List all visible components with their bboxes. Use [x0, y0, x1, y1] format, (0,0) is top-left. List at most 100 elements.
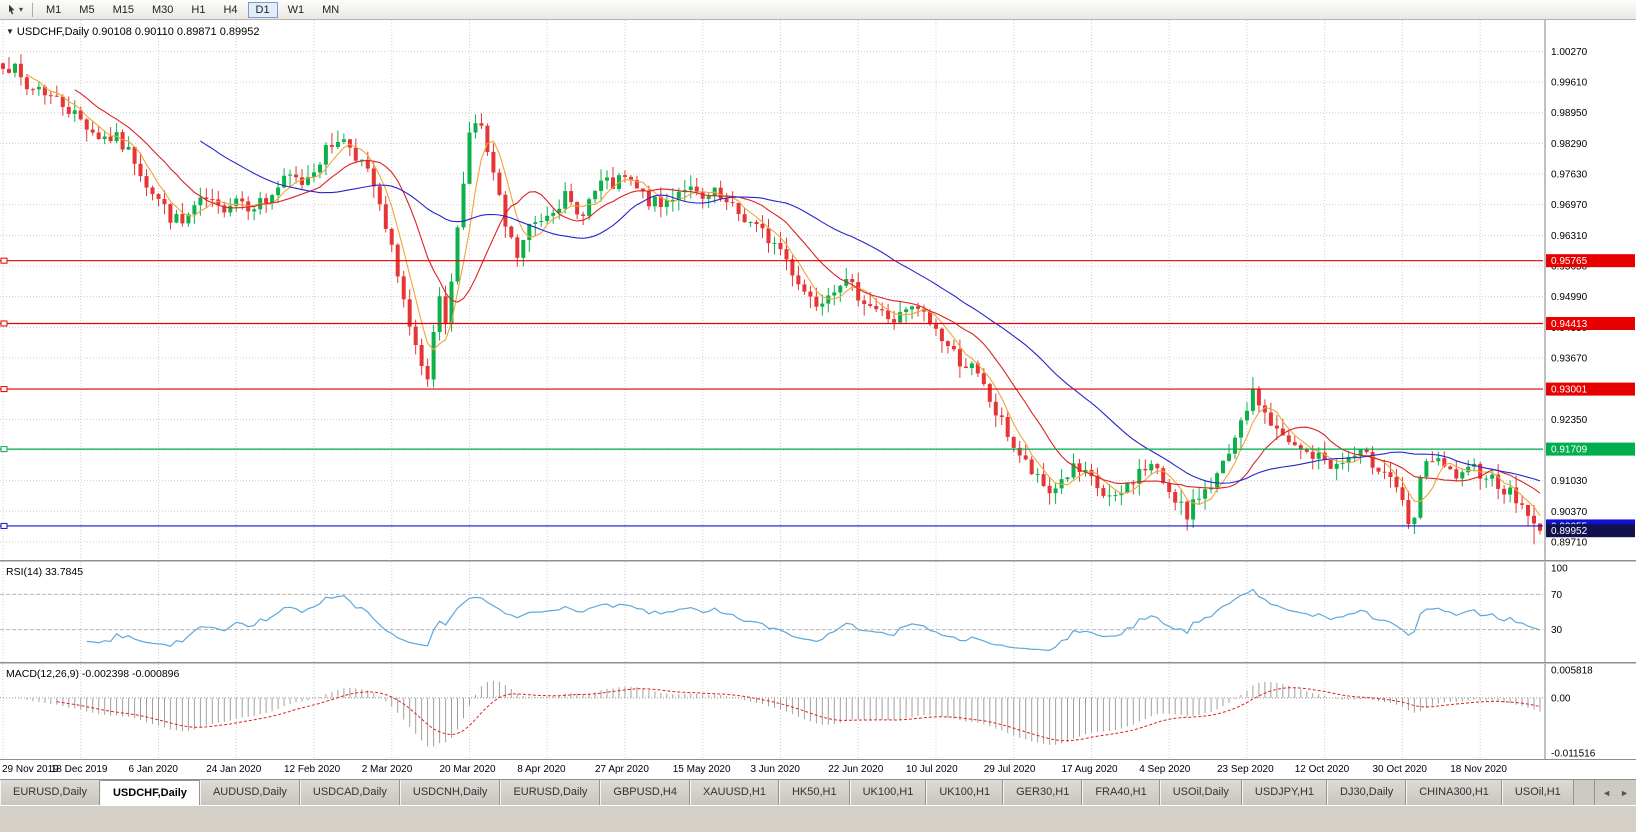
chart-tab-uk100-h1[interactable]: UK100,H1: [849, 780, 927, 805]
chart-tab-usoil-daily[interactable]: USOil,Daily: [1159, 780, 1242, 805]
svg-text:0.95765: 0.95765: [1551, 256, 1588, 267]
svg-text:0.98950: 0.98950: [1551, 108, 1588, 119]
svg-text:0.89952: 0.89952: [1551, 526, 1588, 537]
toolbar-separator: [32, 2, 34, 17]
price-chart[interactable]: 1.00270 0.99610 0.98950 0.98290 0.97630 0.969…: [0, 20, 1636, 560]
rsi-panel[interactable]: 100 70 30: [0, 562, 1636, 662]
rsi-label: RSI(14) 33.7845: [6, 566, 84, 578]
ma-line-slow: [200, 140, 1541, 484]
svg-text:0.89710: 0.89710: [1551, 537, 1588, 548]
svg-text:0.96970: 0.96970: [1551, 200, 1588, 211]
svg-text:0.96310: 0.96310: [1551, 231, 1588, 242]
timeframe-h4-button[interactable]: H4: [223, 3, 238, 16]
date-label: 24 Jan 2020: [206, 764, 262, 775]
macd-signal-line: [56, 687, 1541, 742]
svg-text:0.97630: 0.97630: [1551, 170, 1588, 181]
cursor-icon: [9, 4, 15, 15]
date-label: 27 Apr 2020: [594, 764, 649, 775]
date-label: 29 Nov 2019: [2, 764, 59, 775]
chart-tab-usoil-h1[interactable]: USOil,H1: [1501, 780, 1574, 805]
svg-text:70: 70: [1551, 590, 1563, 601]
date-label: 18 Nov 2020: [1450, 764, 1507, 775]
status-bar: [0, 805, 1636, 832]
chart-tab-hk50-h1[interactable]: HK50,H1: [778, 780, 850, 805]
cursor-tool-button[interactable]: ▾: [3, 1, 27, 18]
date-label: 23 Sep 2020: [1216, 764, 1274, 775]
timeframe-h1-button[interactable]: H1: [191, 3, 206, 16]
svg-text:0.94413: 0.94413: [1551, 319, 1588, 330]
svg-text:0.00: 0.00: [1551, 693, 1571, 704]
chart-tab-gbpusd-h4[interactable]: GBPUSD,H4: [600, 780, 690, 805]
svg-text:30: 30: [1551, 625, 1563, 636]
chart-tab-usdcnh-daily[interactable]: USDCNH,Daily: [399, 780, 501, 805]
chart-tab-china300-h1[interactable]: CHINA300,H1: [1406, 780, 1502, 805]
date-label: 22 Jun 2020: [828, 764, 884, 775]
chevron-down-icon: ▾: [19, 5, 24, 14]
timeframe-m30-button[interactable]: M30: [151, 3, 174, 16]
tabs-scroll-right-icon[interactable]: ►: [1620, 787, 1629, 798]
candles: [1, 54, 1542, 545]
time-axis[interactable]: 29 Nov 2019 18 Dec 2019 6 Jan 2020 24 Jan 2…: [0, 759, 1636, 779]
date-label: 29 Jul 2020: [983, 764, 1036, 775]
chart-tab-fra40-h1[interactable]: FRA40,H1: [1082, 780, 1160, 805]
svg-text:0.93001: 0.93001: [1551, 385, 1588, 396]
tabs-scroll-left-icon[interactable]: ◄: [1602, 787, 1612, 798]
chart-tab-eurusd-daily[interactable]: EURUSD,Daily: [0, 780, 100, 805]
chart-tab-dj30-daily[interactable]: DJ30,Daily: [1327, 780, 1407, 805]
date-label: 10 Jul 2020: [905, 764, 958, 775]
date-label: 17 Aug 2020: [1061, 764, 1118, 775]
date-label: 20 Mar 2020: [439, 764, 496, 775]
date-label: 8 Apr 2020: [517, 764, 566, 775]
timeframe-d1-button[interactable]: D1: [247, 1, 278, 18]
svg-text:0.90370: 0.90370: [1551, 507, 1588, 518]
rsi-line: [86, 588, 1541, 652]
macd-histogram: [20, 680, 1541, 747]
date-label: 3 Jun 2020: [750, 764, 800, 775]
panel-separator[interactable]: [0, 560, 1636, 562]
date-label: 30 Oct 2020: [1372, 764, 1427, 775]
svg-text:0.91030: 0.91030: [1551, 476, 1588, 487]
ma-line-medium: [74, 89, 1541, 494]
timeframe-m1-button[interactable]: M1: [46, 3, 62, 16]
svg-text:0.94990: 0.94990: [1551, 292, 1588, 303]
svg-text:0.91709: 0.91709: [1551, 445, 1588, 456]
chart-tab-usdjpy-h1[interactable]: USDJPY,H1: [1241, 780, 1328, 805]
collapse-triangle-icon[interactable]: ▼: [6, 27, 14, 36]
chart-tab-xauusd-h1[interactable]: XAUUSD,H1: [689, 780, 779, 805]
chart-tabs: EURUSD,Daily USDCHF,Daily AUDUSD,Daily USDC…: [0, 780, 1594, 805]
timeframe-w1-button[interactable]: W1: [287, 3, 305, 16]
svg-text:0.98290: 0.98290: [1551, 139, 1588, 150]
svg-text:0.93670: 0.93670: [1551, 354, 1588, 365]
date-label: 18 Dec 2019: [50, 764, 108, 775]
chart-tab-usdcad-daily[interactable]: USDCAD,Daily: [299, 780, 400, 805]
macd-panel[interactable]: 0.005818 0.00 -0.011516: [0, 664, 1636, 759]
date-label: 4 Sep 2020: [1139, 764, 1191, 775]
chart-tab-bar: EURUSD,Daily USDCHF,Daily AUDUSD,Daily USDC…: [0, 779, 1636, 805]
timeframe-buttons: M1 M5 M15 M30 H1 H4 D1 W1 MN: [38, 1, 347, 18]
svg-text:0.92350: 0.92350: [1551, 415, 1588, 426]
toolbar: ▾ M1 M5 M15 M30 H1 H4 D1 W1 MN: [0, 0, 1636, 20]
date-label: 12 Feb 2020: [283, 764, 341, 775]
chart-tab-ger30-h1[interactable]: GER30,H1: [1003, 780, 1083, 805]
ma-line-fast: [26, 73, 1541, 516]
chart-window: 1.00270 0.99610 0.98950 0.98290 0.97630 0.969…: [0, 20, 1636, 779]
date-label: 12 Oct 2020: [1294, 764, 1350, 775]
date-label: 6 Jan 2020: [128, 764, 178, 775]
chart-tab-eurusd-daily[interactable]: EURUSD,Daily: [500, 780, 601, 805]
chart-tab-uk100-h1[interactable]: UK100,H1: [926, 780, 1004, 805]
svg-text:0.99610: 0.99610: [1551, 78, 1588, 89]
chart-tab-audusd-daily[interactable]: AUDUSD,Daily: [199, 780, 300, 805]
macd-label: MACD(12,26,9) -0.002398 -0.000896: [6, 668, 180, 680]
svg-text:0.005818: 0.005818: [1551, 666, 1593, 677]
chart-tab-usdchf-daily[interactable]: USDCHF,Daily: [99, 780, 200, 805]
timeframe-m15-button[interactable]: M15: [112, 3, 134, 16]
date-label: 15 May 2020: [672, 764, 731, 775]
svg-text:1.00270: 1.00270: [1551, 47, 1588, 58]
panel-separator[interactable]: [0, 662, 1636, 664]
tab-scroll-buttons: ◄ ►: [1594, 780, 1636, 805]
svg-text:100: 100: [1551, 564, 1568, 575]
svg-text:-0.011516: -0.011516: [1551, 749, 1596, 760]
timeframe-m5-button[interactable]: M5: [79, 3, 95, 16]
timeframe-mn-button[interactable]: MN: [322, 3, 340, 16]
